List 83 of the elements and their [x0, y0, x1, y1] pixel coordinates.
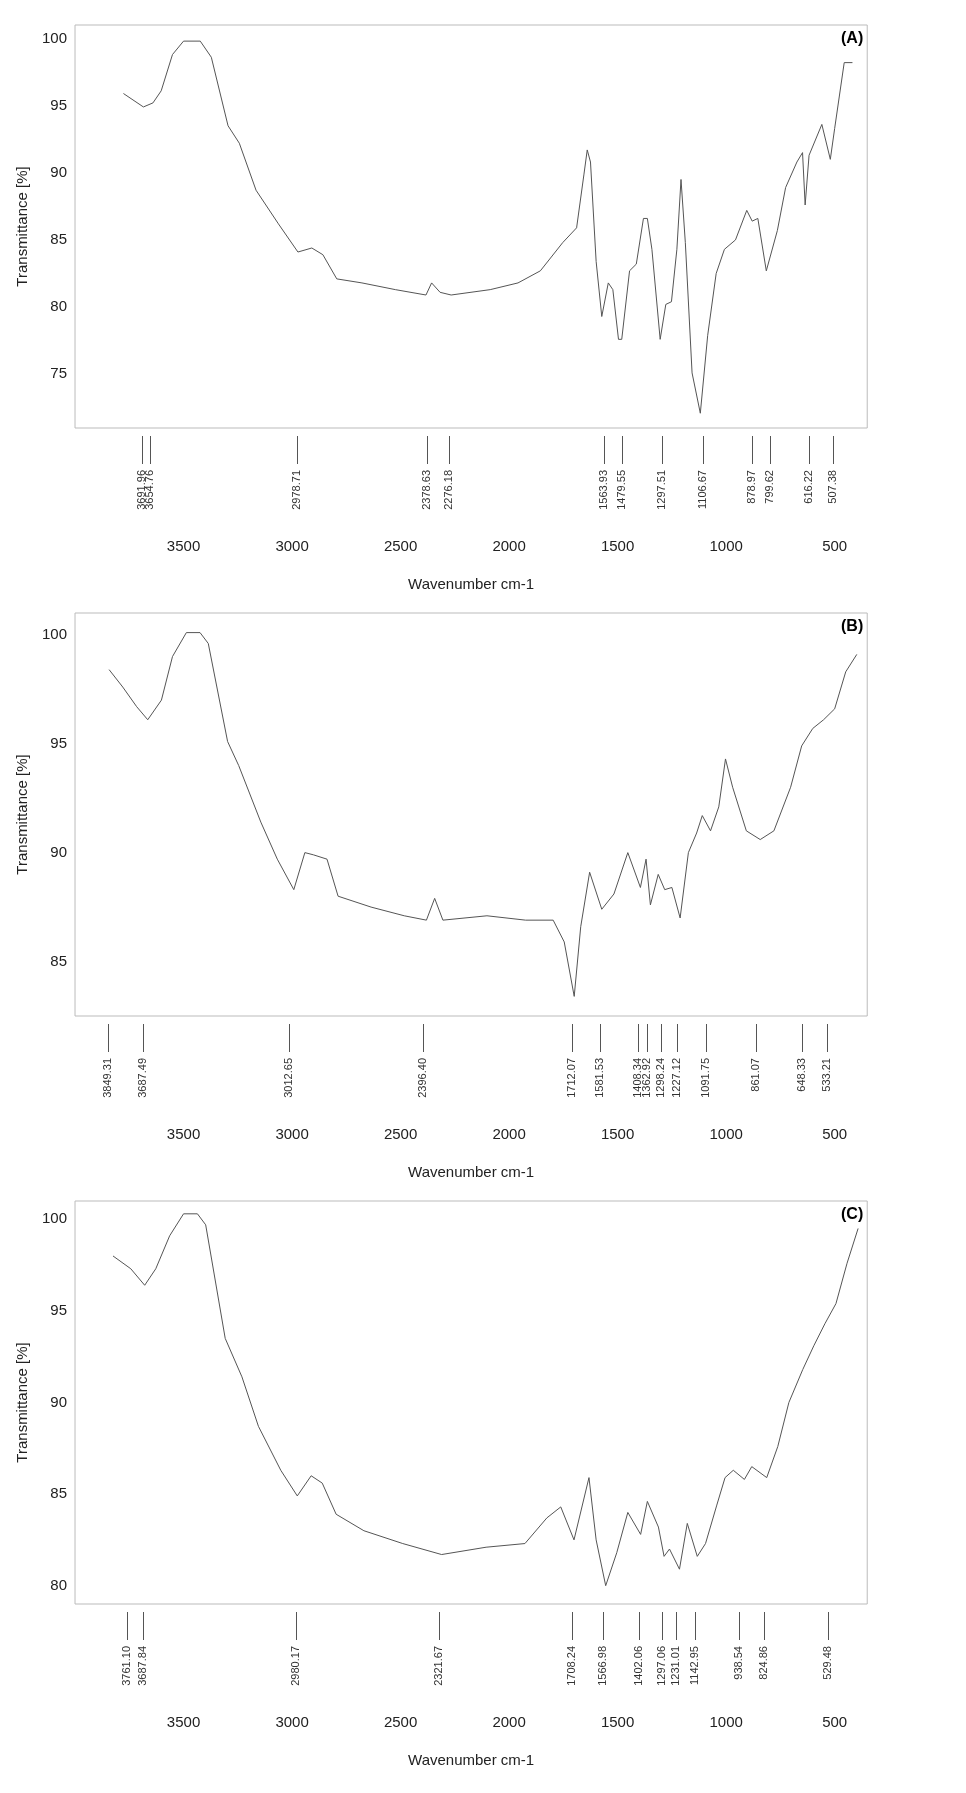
text: 2378.63: [419, 470, 433, 510]
text: 529.48: [821, 1646, 835, 1680]
x-tick-label: 3500: [166, 1713, 201, 1731]
y-tick-label: 100: [42, 1209, 68, 1227]
text: 3687.49: [135, 1058, 149, 1098]
text: 3687.84: [135, 1646, 149, 1686]
x-tick-label: 1500: [600, 537, 635, 555]
x-tick-label: 2500: [383, 1713, 418, 1731]
text: 878.97: [745, 470, 759, 504]
y-tick-label: 90: [50, 162, 68, 180]
x-tick-label: 500: [822, 537, 848, 555]
x-tick-label: 500: [822, 1125, 848, 1143]
text: 861.07: [749, 1058, 763, 1092]
x-axis-title: Wavenumber cm-1: [408, 1751, 535, 1769]
y-axis-title: Transmittance [%]: [13, 754, 31, 875]
x-tick-label: 2500: [383, 1125, 418, 1143]
text: 824.86: [757, 1646, 771, 1680]
text: 2276.18: [442, 470, 456, 510]
x-tick-label: 2000: [492, 1125, 526, 1143]
y-tick-label: 95: [50, 95, 68, 113]
y-tick-label: 95: [50, 1301, 68, 1319]
text: 1106.67: [695, 470, 709, 509]
text: 1581.53: [592, 1058, 606, 1098]
text: 2321.67: [432, 1646, 446, 1686]
x-tick-label: 3500: [166, 1125, 201, 1143]
y-tick-label: 85: [50, 1484, 68, 1502]
text: 1142.95: [688, 1646, 702, 1685]
text: 1712.07: [564, 1058, 578, 1098]
text: 1479.55: [615, 470, 629, 510]
x-tick-label: 1500: [600, 1713, 635, 1731]
text: 648.33: [795, 1058, 809, 1092]
text: 1708.24: [565, 1646, 579, 1686]
chart-title: (C): [841, 1205, 864, 1222]
x-tick-label: 1000: [709, 1713, 743, 1731]
text: 1231.01: [669, 1646, 682, 1686]
y-axis-title: Transmittance [%]: [13, 166, 31, 287]
text: 1091.75: [699, 1058, 713, 1098]
x-tick-label: 2500: [383, 537, 418, 555]
text: 3761.10: [119, 1646, 133, 1686]
text: 2980.17: [289, 1646, 303, 1686]
text: 1298.24: [654, 1058, 668, 1098]
text: 1297.51: [654, 470, 668, 510]
x-axis-title: Wavenumber cm-1: [408, 1163, 535, 1181]
x-tick-label: 2000: [492, 1713, 526, 1731]
text: 2978.71: [289, 470, 303, 510]
text: 938.54: [732, 1646, 746, 1680]
x-tick-label: 2000: [492, 537, 526, 555]
x-tick-label: 3000: [275, 537, 309, 555]
text: 1408.34: [630, 1058, 643, 1098]
text: 616.22: [802, 470, 816, 504]
x-tick-label: 1000: [709, 1125, 743, 1143]
y-tick-label: 80: [50, 1575, 68, 1593]
y-tick-label: 95: [50, 733, 68, 751]
x-tick-label: 3000: [275, 1713, 309, 1731]
y-tick-label: 75: [50, 364, 68, 382]
chart-title: (B): [841, 617, 864, 634]
text: 3849.31: [100, 1058, 114, 1098]
y-tick-label: 85: [50, 230, 68, 248]
y-tick-label: 85: [50, 951, 68, 969]
x-tick-label: 500: [822, 1713, 848, 1731]
y-tick-label: 90: [50, 842, 68, 860]
text: 1402.06: [631, 1646, 645, 1686]
text: 799.62: [762, 470, 776, 504]
x-tick-label: 3000: [275, 1125, 309, 1143]
x-tick-label: 1000: [709, 537, 743, 555]
y-axis-title: Transmittance [%]: [13, 1342, 31, 1463]
y-tick-label: 80: [50, 297, 68, 315]
text: 507.38: [826, 470, 840, 504]
y-tick-label: 90: [50, 1392, 68, 1410]
text: 2396.40: [416, 1058, 430, 1098]
x-axis-title: Wavenumber cm-1: [408, 575, 535, 593]
text: 533.21: [820, 1058, 834, 1092]
text: 1566.98: [596, 1646, 610, 1686]
y-tick-label: 100: [42, 624, 68, 642]
text: 1297.06: [654, 1646, 668, 1686]
x-tick-label: 1500: [600, 1125, 635, 1143]
x-tick-label: 3500: [166, 537, 201, 555]
y-tick-label: 100: [42, 28, 68, 46]
text: 1362.92: [640, 1058, 654, 1098]
text: 3012.65: [282, 1058, 296, 1098]
text: 1563.93: [596, 470, 610, 510]
text: 1227.12: [669, 1058, 683, 1098]
chart-title: (A): [841, 29, 864, 46]
